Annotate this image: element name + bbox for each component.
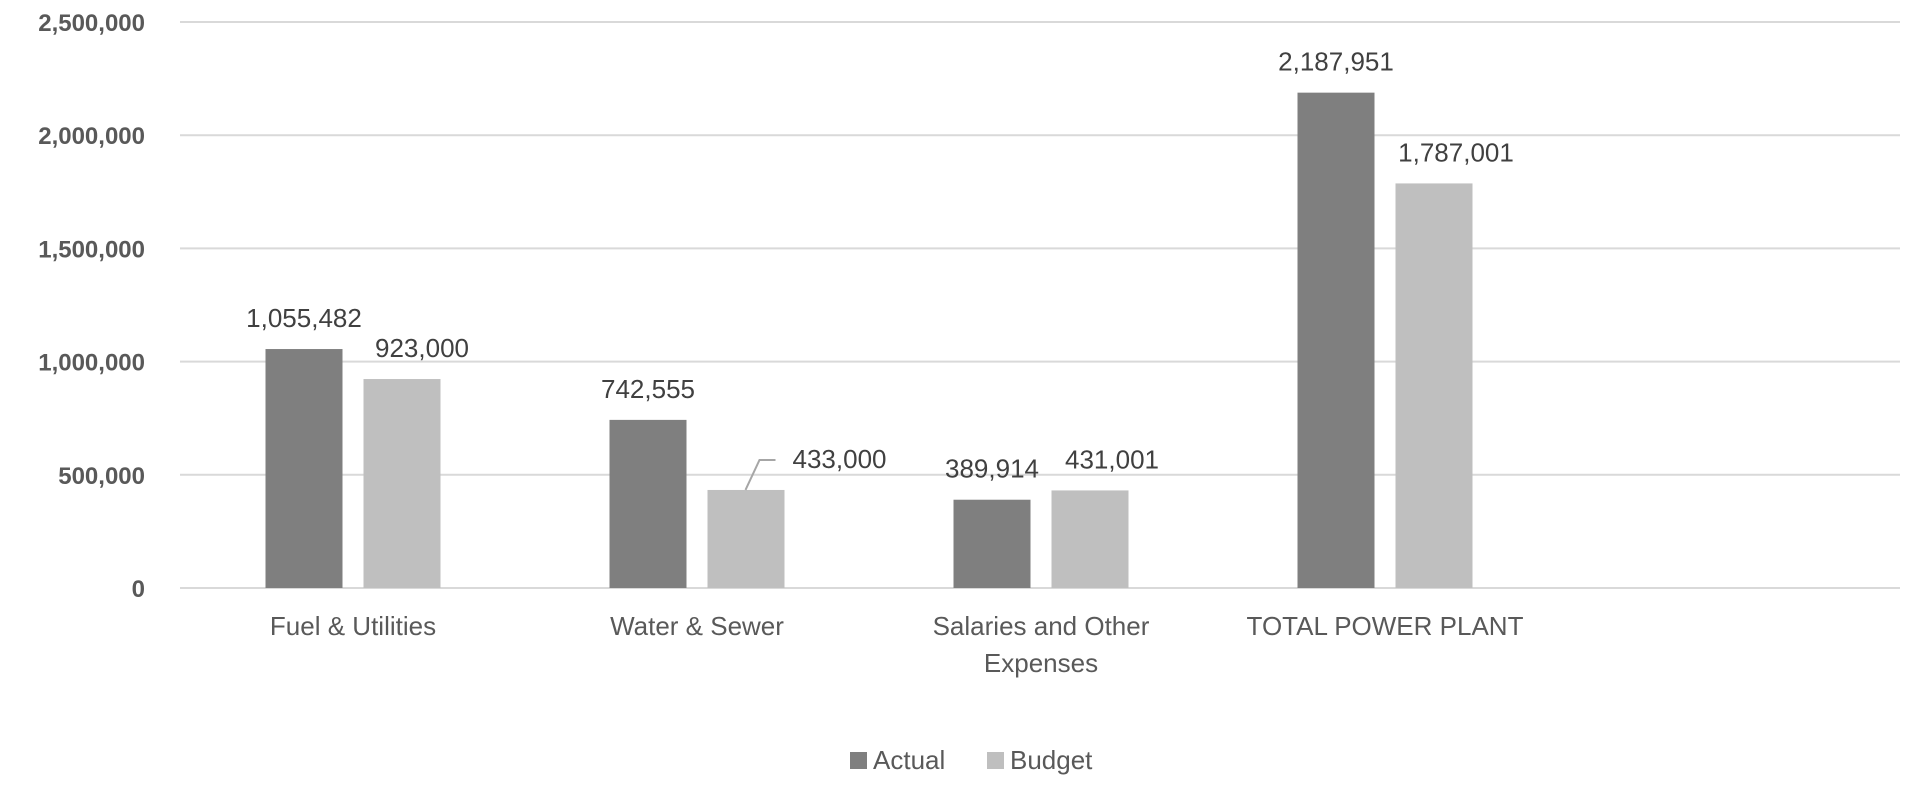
data-label-actual-1: 742,555 xyxy=(601,374,695,404)
bar-actual-1 xyxy=(609,419,687,588)
legend-label-actual: Actual xyxy=(873,745,945,775)
bar-actual-2 xyxy=(953,499,1031,588)
y-tick-label: 1,000,000 xyxy=(38,350,145,377)
data-label-budget-1: 433,000 xyxy=(793,444,887,474)
legend: Actual Budget xyxy=(850,745,1093,775)
legend-label-budget: Budget xyxy=(1010,745,1093,775)
x-tick-label: Expenses xyxy=(984,648,1098,678)
data-label-actual-0: 1,055,482 xyxy=(246,303,362,333)
legend-swatch-actual xyxy=(850,752,867,769)
bar-actual-0 xyxy=(265,349,343,588)
bar-budget-1 xyxy=(707,489,785,588)
y-tick-label: 2,500,000 xyxy=(38,10,145,37)
bar-actual-3 xyxy=(1297,92,1375,589)
bars xyxy=(265,92,1473,589)
x-tick-label: Water & Sewer xyxy=(610,611,784,641)
data-label-actual-2: 389,914 xyxy=(945,454,1039,484)
x-axis: Fuel & Utilities Water & Sewer Salaries an… xyxy=(270,611,1524,678)
legend-swatch-budget xyxy=(987,752,1004,769)
bar-budget-3 xyxy=(1395,183,1473,588)
y-tick-label: 0 xyxy=(132,576,145,603)
x-tick-label: Fuel & Utilities xyxy=(270,611,436,641)
x-tick-label: Salaries and Other xyxy=(933,611,1150,641)
data-label-budget-2: 431,001 xyxy=(1065,444,1159,474)
y-tick-label: 2,000,000 xyxy=(38,123,145,150)
y-axis: 0 500,000 1,000,000 1,500,000 2,000,000 2,500… xyxy=(38,10,145,603)
bar-budget-0 xyxy=(363,379,441,588)
data-label-actual-3: 2,187,951 xyxy=(1278,47,1394,77)
data-label-budget-3: 1,787,001 xyxy=(1398,137,1514,167)
y-tick-label: 500,000 xyxy=(58,463,145,490)
y-tick-label: 1,500,000 xyxy=(38,236,145,263)
x-tick-label: TOTAL POWER PLANT xyxy=(1247,611,1524,641)
bar-budget-2 xyxy=(1051,490,1129,588)
data-labels: 1,055,482 923,000 742,555 433,000 389,914 431… xyxy=(246,47,1514,491)
data-label-budget-0: 923,000 xyxy=(375,333,469,363)
leader-line xyxy=(744,458,776,491)
gridlines xyxy=(180,21,1900,589)
